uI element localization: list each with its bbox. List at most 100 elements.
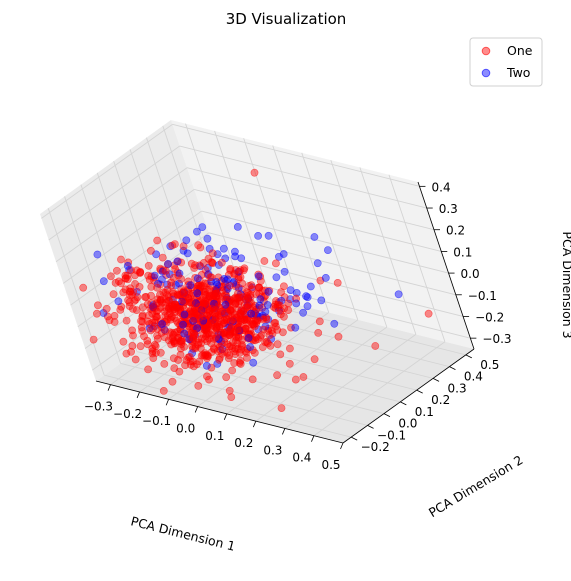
- point-one: [93, 309, 101, 318]
- point-one: [162, 318, 171, 327]
- point-one: [176, 350, 185, 359]
- y-tick: [400, 401, 407, 406]
- point-one: [258, 343, 267, 351]
- point-one: [237, 345, 245, 354]
- point-one: [119, 337, 128, 346]
- point-two: [254, 272, 263, 281]
- point-one: [184, 277, 193, 286]
- z-tick-label: −0.2: [475, 311, 504, 325]
- grid-line-x-floor: [284, 334, 417, 429]
- point-one: [219, 319, 228, 328]
- legend-marker-two: [481, 68, 491, 78]
- point-two: [249, 358, 258, 367]
- point-two: [99, 277, 108, 286]
- point-one: [217, 258, 226, 267]
- z-axis-label: PCA Dimension 3: [560, 231, 571, 338]
- point-one: [137, 317, 145, 325]
- point-one: [174, 319, 182, 328]
- point-one: [138, 303, 147, 312]
- pane-floor: [96, 287, 474, 443]
- point-one: [262, 337, 271, 346]
- point-one: [231, 350, 240, 358]
- grid-line-y-floor: [136, 351, 385, 415]
- point-one: [230, 313, 239, 322]
- point-one: [190, 264, 199, 272]
- point-one: [146, 326, 155, 335]
- point-one: [220, 347, 229, 356]
- point-one: [248, 375, 257, 384]
- point-one: [235, 325, 243, 334]
- point-two: [221, 300, 230, 309]
- point-one: [278, 328, 287, 337]
- point-one: [200, 325, 209, 334]
- point-one: [169, 354, 178, 363]
- grid-line-y-floor: [104, 374, 352, 438]
- grid-line-x-back: [330, 159, 388, 328]
- grid-line-y-left: [64, 196, 121, 364]
- grid-line-x-floor: [313, 341, 446, 437]
- point-one: [276, 306, 285, 315]
- point-one: [187, 259, 196, 268]
- point-one: [159, 288, 168, 297]
- point-one: [128, 304, 137, 313]
- point-one: [276, 350, 285, 359]
- x-tick-label: −0.3: [84, 400, 113, 414]
- grid-line-x-back: [214, 130, 272, 299]
- point-one: [212, 323, 221, 332]
- point-two: [310, 233, 319, 241]
- point-two: [303, 293, 312, 302]
- point-one: [225, 386, 234, 395]
- point-one: [285, 344, 294, 353]
- point-one: [260, 257, 269, 265]
- y-tick: [465, 354, 472, 359]
- point-one: [158, 253, 167, 262]
- point-two: [180, 310, 189, 319]
- x-tick: [282, 428, 286, 435]
- y-tick-label: −0.1: [377, 428, 406, 442]
- point-two: [99, 309, 108, 317]
- point-two: [202, 361, 211, 370]
- point-two: [317, 296, 326, 305]
- y-axis-line: [342, 348, 475, 444]
- grid-line-z-back: [208, 232, 456, 296]
- grid-line-z-left: [84, 254, 217, 349]
- point-one: [247, 281, 256, 289]
- point-one: [226, 264, 235, 273]
- x-tick: [165, 399, 170, 406]
- point-one: [149, 302, 158, 311]
- point-one: [225, 281, 234, 290]
- x-tick: [340, 442, 344, 450]
- point-two: [292, 299, 301, 308]
- grid-line-x-floor: [197, 312, 329, 407]
- z-tick-label: 0.3: [439, 202, 458, 216]
- point-two: [198, 223, 207, 231]
- point-one: [231, 336, 240, 345]
- point-two: [180, 329, 189, 338]
- grid-line-z-left: [48, 145, 180, 241]
- y-tick: [383, 413, 391, 417]
- point-one: [160, 359, 169, 368]
- grid-line-z-back: [223, 275, 471, 339]
- point-one: [113, 266, 121, 275]
- point-one: [196, 243, 205, 252]
- grid-line-z-back: [215, 254, 464, 317]
- point-one: [159, 386, 168, 395]
- point-two: [264, 231, 273, 240]
- x-tick-label: 0.5: [321, 458, 340, 472]
- grid-line-x-back: [301, 152, 359, 320]
- point-one: [250, 168, 259, 177]
- point-two: [247, 309, 255, 318]
- point-one: [277, 404, 286, 412]
- grid-line-y-left: [80, 184, 138, 352]
- point-two: [291, 323, 300, 332]
- point-one: [371, 342, 380, 350]
- point-one: [146, 246, 155, 255]
- point-one: [176, 344, 185, 353]
- y-tick: [449, 366, 456, 370]
- point-one: [186, 298, 195, 307]
- point-one: [202, 294, 210, 303]
- point-two: [158, 320, 166, 328]
- point-one: [240, 264, 249, 273]
- point-one: [251, 307, 259, 316]
- axis-lines: [95, 181, 475, 444]
